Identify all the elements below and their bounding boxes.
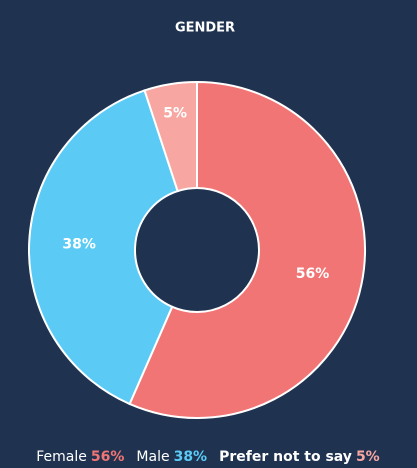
slice xyxy=(143,80,198,193)
chart-title: GENDER xyxy=(175,21,235,36)
legend-label: Male xyxy=(136,449,169,465)
value-labels: 56% 38% 5% xyxy=(62,106,329,282)
legend-label: Prefer not to say xyxy=(219,449,352,465)
slice xyxy=(28,89,179,406)
legend: Female 56% Male 38% Prefer not to say 5% xyxy=(36,449,379,465)
slices xyxy=(28,80,366,419)
value-label: 5% xyxy=(163,106,187,122)
legend-label: Female xyxy=(36,449,87,465)
legend-value: 38% xyxy=(174,449,208,465)
slice xyxy=(128,80,366,419)
value-label: 38% xyxy=(62,236,96,252)
legend-value: 56% xyxy=(91,449,125,465)
value-label: 56% xyxy=(296,266,330,282)
legend-value: 5% xyxy=(356,449,380,465)
